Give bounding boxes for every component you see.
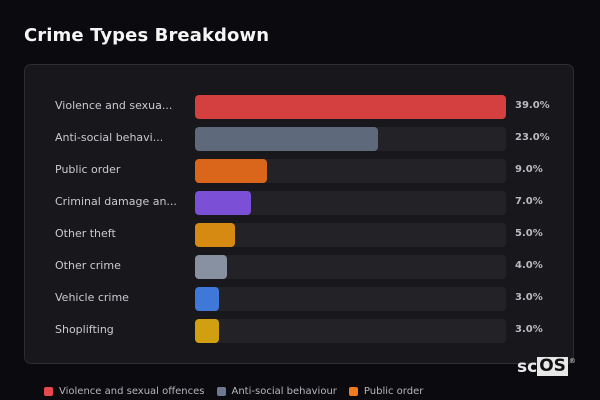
bar-label: Public order — [55, 163, 121, 176]
bar-fill[interactable] — [195, 255, 227, 279]
legend-swatch-icon — [348, 387, 358, 396]
scos-logo: sc OS ® — [517, 356, 576, 378]
legend-label: Anti-social behaviour — [231, 386, 337, 397]
bar-track — [195, 95, 506, 119]
bar-label: Violence and sexua... — [55, 99, 173, 112]
bar-fill[interactable] — [195, 95, 506, 119]
bar-fill[interactable] — [195, 127, 379, 151]
bar-row: Vehicle crime 3.0% — [25, 287, 573, 311]
bar-row: Other crime 4.0% — [25, 255, 573, 279]
bar-track — [195, 255, 506, 279]
legend-label: Violence and sexual offences — [59, 386, 205, 397]
bar-fill[interactable] — [195, 287, 219, 311]
bar-label: Other crime — [55, 259, 121, 272]
legend-item[interactable]: Violence and sexual offences — [44, 386, 205, 397]
bar-track — [195, 127, 506, 151]
bar-track — [195, 223, 506, 247]
logo-prefix: sc — [517, 357, 538, 377]
bar-value: 9.0% — [515, 164, 543, 175]
registered-mark-icon: ® — [568, 357, 576, 365]
legend-swatch-icon — [44, 387, 53, 396]
bar-row: Other theft 5.0% — [25, 223, 573, 247]
bar-track — [195, 287, 506, 311]
bar-track — [195, 191, 506, 215]
bar-row: Criminal damage an... 7.0% — [25, 191, 573, 215]
chart-legend: Violence and sexual offences Anti-social … — [44, 386, 423, 397]
bar-row: Violence and sexua... 39.0% — [25, 95, 573, 119]
legend-label: Public order — [363, 386, 424, 397]
legend-item[interactable]: Public order — [348, 386, 424, 397]
bar-fill[interactable] — [195, 223, 235, 247]
bar-fill[interactable] — [195, 191, 251, 215]
bar-fill[interactable] — [195, 159, 267, 183]
bar-label: Anti-social behavi... — [55, 131, 164, 144]
bar-track — [195, 159, 506, 183]
bar-value: 23.0% — [515, 132, 550, 143]
chart-title: Crime Types Breakdown — [24, 25, 270, 46]
bar-value: 3.0% — [515, 292, 543, 303]
bar-label: Vehicle crime — [55, 291, 129, 304]
bar-row: Anti-social behavi... 23.0% — [25, 127, 573, 151]
bar-value: 3.0% — [515, 324, 543, 335]
bar-fill[interactable] — [195, 319, 219, 343]
bar-value: 5.0% — [515, 228, 543, 239]
bar-row: Shoplifting 3.0% — [25, 319, 573, 343]
bar-label: Criminal damage an... — [55, 195, 177, 208]
legend-swatch-icon — [216, 387, 226, 396]
bar-value: 39.0% — [515, 100, 550, 111]
chart-panel: Violence and sexua... 39.0% Anti-social be… — [24, 64, 574, 364]
legend-item[interactable]: Anti-social behaviour — [216, 386, 337, 397]
bar-value: 7.0% — [515, 196, 543, 207]
bar-label: Shoplifting — [55, 323, 114, 336]
bar-row: Public order 9.0% — [25, 159, 573, 183]
bar-value: 4.0% — [515, 260, 543, 271]
bar-track — [195, 319, 506, 343]
bar-label: Other theft — [55, 227, 116, 240]
logo-boxed: OS — [537, 356, 568, 376]
